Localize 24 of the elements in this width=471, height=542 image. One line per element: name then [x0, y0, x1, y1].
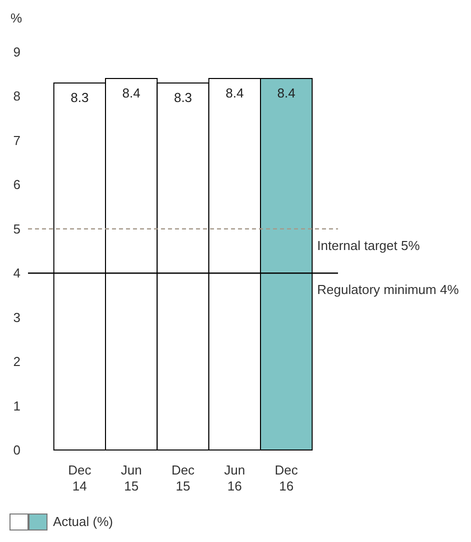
ref-line-label: Regulatory minimum 4% [317, 282, 460, 298]
data-label: 8.3 [70, 90, 89, 105]
y-tick-label: 4 [13, 266, 20, 281]
legend-label: Actual (%) [53, 514, 113, 529]
y-axis-title: % [10, 10, 22, 26]
y-tick-label: 6 [13, 177, 20, 192]
y-tick-label: 5 [13, 221, 20, 236]
x-tick-label: Jun 16 [224, 462, 246, 494]
y-tick-label: 0 [13, 442, 20, 458]
y-tick-label: 3 [13, 310, 20, 325]
x-tick-label: Dec 16 [274, 462, 298, 494]
y-tick-label: 9 [13, 44, 20, 60]
y-tick-label: 2 [13, 354, 20, 370]
y-tick-label: 8 [13, 88, 20, 104]
x-tick-label: Jun 15 [120, 462, 142, 494]
ref-line-label: Internal target 5% [317, 238, 420, 253]
x-tick-label: Dec 15 [171, 462, 196, 494]
data-label: 8.4 [277, 86, 296, 101]
data-label: 8.3 [174, 90, 192, 105]
data-label: 8.4 [226, 86, 244, 101]
y-tick-label: 7 [13, 132, 20, 148]
x-tick-label: Dec 14 [68, 462, 92, 494]
y-tick-label: 1 [13, 398, 20, 414]
data-label: 8.4 [122, 86, 140, 101]
